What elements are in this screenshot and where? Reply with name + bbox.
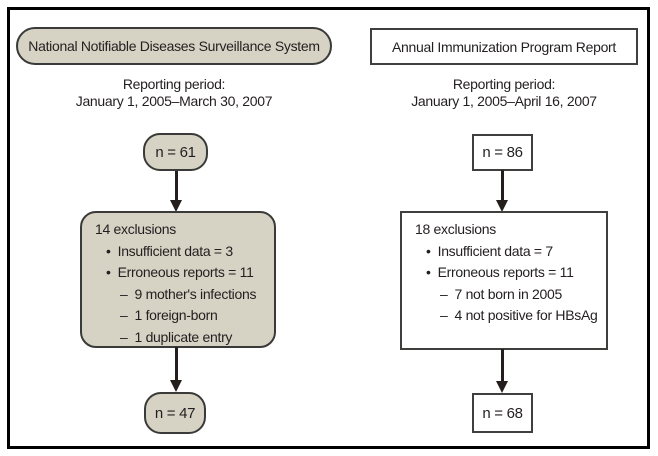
dash-icon: – [120, 307, 128, 323]
exclusion-item: • Insufficient data = 3 [106, 241, 270, 263]
exclusion-subitem: – 1 duplicate entry [120, 327, 270, 349]
arrow-shaft [174, 347, 178, 380]
exclusion-item: • Insufficient data = 7 [426, 241, 602, 263]
arrow-head [496, 381, 508, 393]
right-reporting-period-dates: January 1, 2005–April 16, 2007 [411, 93, 597, 109]
left-final-count-label: n = 47 [154, 404, 196, 422]
arrow-head [496, 200, 508, 212]
bullet-icon: • [426, 242, 431, 259]
dash-icon: – [120, 328, 128, 345]
left-reporting-period-label: Reporting period: [122, 76, 226, 92]
left-exclusions-title: 14 exclusions [95, 221, 176, 237]
exclusion-subitem-text: 1 foreign-born [134, 307, 218, 323]
exclusion-item-text: Erroneous reports = 11 [437, 264, 574, 280]
left-source-header: National Notifiable Diseases Surveillanc… [16, 27, 332, 65]
right-initial-count-label: n = 86 [482, 144, 523, 161]
exclusion-item: • Erroneous reports = 11 [426, 262, 602, 284]
left-exclusions-box: 14 exclusions • Insufficient data = 3 • … [80, 211, 276, 348]
bullet-icon: • [106, 242, 111, 259]
right-exclusions-box: 18 exclusions • Insufficient data = 7 • … [400, 211, 608, 350]
bullet-icon: • [426, 264, 431, 280]
right-source-header-label: Annual Immunization Program Report [391, 38, 617, 55]
left-source-header-label: National Notifiable Diseases Surveillanc… [28, 38, 320, 54]
right-source-header: Annual Immunization Program Report [370, 28, 638, 65]
right-reporting-period: Reporting period: January 1, 2005–April … [370, 76, 638, 110]
right-final-count-box: n = 68 [472, 393, 533, 433]
arrow-head [170, 200, 182, 212]
right-exclusions-title: 18 exclusions [415, 221, 496, 237]
arrow-head [170, 380, 182, 392]
arrow-down-icon [170, 171, 182, 212]
left-initial-count-box: n = 61 [143, 133, 208, 171]
left-final-count-box: n = 47 [144, 392, 206, 434]
exclusion-subitem: – 7 not born in 2005 [440, 284, 602, 306]
arrow-shaft [500, 349, 504, 381]
exclusion-subitem: – 9 mother's infections [120, 284, 270, 306]
arrow-down-icon [496, 170, 508, 212]
exclusion-item-text: Insufficient data = 3 [117, 242, 234, 259]
exclusion-item: • Erroneous reports = 11 [106, 262, 270, 284]
left-initial-count-label: n = 61 [155, 143, 196, 161]
right-initial-count-box: n = 86 [472, 134, 533, 171]
dash-icon: – [440, 307, 448, 323]
dash-icon: – [120, 285, 128, 302]
bullet-icon: • [106, 264, 111, 280]
exclusion-subitem-text: 4 not positive for HBsAg [454, 307, 598, 323]
left-reporting-period-dates: January 1, 2005–March 30, 2007 [75, 93, 273, 109]
exclusion-subitem-text: 7 not born in 2005 [454, 285, 563, 302]
arrow-shaft [174, 171, 178, 200]
right-reporting-period-label: Reporting period: [452, 76, 556, 92]
arrow-down-icon [170, 347, 182, 392]
exclusion-subitem: – 4 not positive for HBsAg [440, 305, 602, 327]
dash-icon: – [440, 285, 448, 302]
left-reporting-period: Reporting period: January 1, 2005–March … [16, 76, 332, 110]
exclusion-item-text: Insufficient data = 7 [437, 242, 554, 259]
exclusion-item-text: Erroneous reports = 11 [117, 264, 254, 280]
arrow-down-icon [496, 349, 508, 393]
exclusion-subitem: – 1 foreign-born [120, 305, 270, 327]
arrow-shaft [500, 170, 504, 200]
exclusion-subitem-text: 9 mother's infections [134, 285, 257, 302]
exclusion-subitem-text: 1 duplicate entry [134, 328, 233, 345]
right-final-count-label: n = 68 [482, 404, 523, 422]
